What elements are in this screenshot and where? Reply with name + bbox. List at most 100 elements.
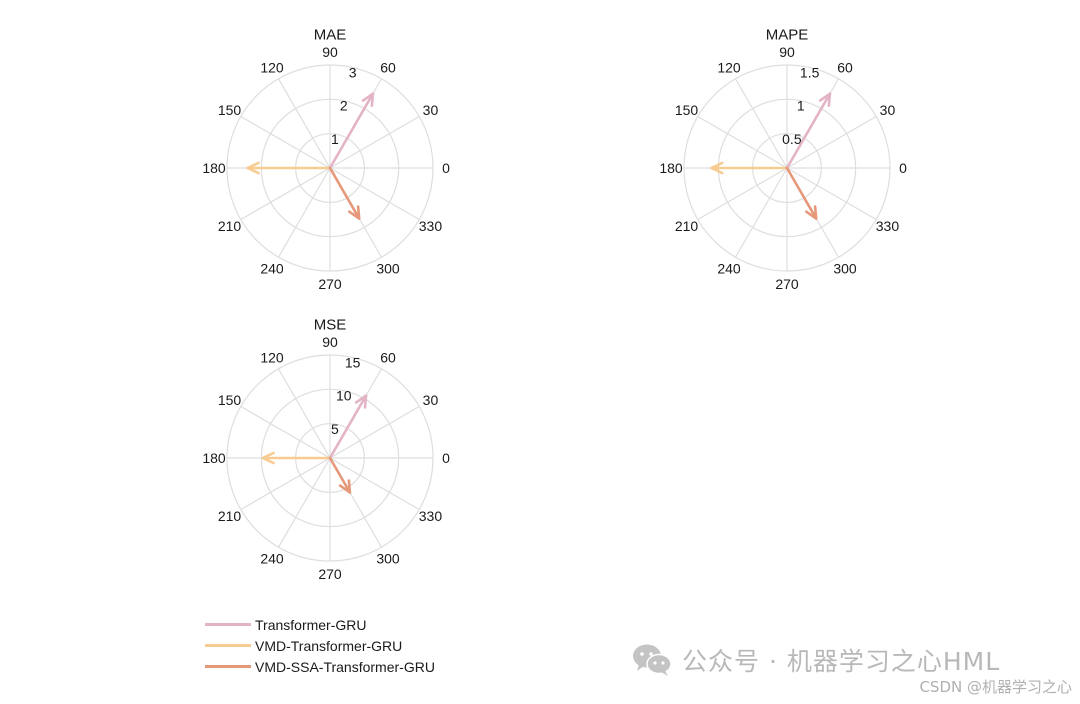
- angle-tick-label: 210: [218, 218, 242, 234]
- angle-tick-label: 0: [442, 160, 450, 176]
- grid-spoke: [697, 167, 788, 221]
- angle-tick-label: 90: [322, 44, 338, 60]
- arrow-vmd-transformer-gru: [246, 161, 332, 175]
- arrow-vmd-transformer-gru: [261, 451, 332, 465]
- legend-label: VMD-Transformer-GRU: [255, 637, 403, 654]
- angle-tick-label: 30: [423, 102, 439, 118]
- arrow-vmd-ssa-transformer-gru: [785, 166, 818, 220]
- angle-tick-label: 180: [202, 160, 226, 176]
- grid-spoke: [329, 405, 420, 459]
- arrow-head: [261, 451, 275, 465]
- grid-spoke: [329, 115, 420, 169]
- angle-tick-label: 30: [423, 392, 439, 408]
- arrow-vmd-ssa-transformer-gru: [328, 456, 352, 494]
- grid-spoke: [240, 457, 331, 511]
- arrow-transformer-gru: [328, 92, 375, 170]
- arrow-shaft: [328, 92, 375, 170]
- polar-chart-mae: 0 30 60 90 120 150 180 210 240 270 300 330 1 2 3 MAE: [202, 27, 450, 293]
- angle-tick-label: 60: [380, 350, 396, 366]
- legend-label: VMD-SSA-Transformer-GRU: [255, 658, 435, 675]
- angle-tick-label: 270: [775, 276, 799, 292]
- legend-swatch: [205, 623, 251, 626]
- angle-tick-label: 90: [779, 44, 795, 60]
- arrow-head: [348, 205, 361, 220]
- radial-tick-label: 5: [331, 421, 339, 437]
- radial-tick-label: 0.5: [782, 131, 802, 147]
- arrow-head: [246, 161, 260, 175]
- angle-tick-label: 300: [833, 260, 857, 276]
- grid-spoke: [734, 78, 788, 169]
- arrow-shaft: [785, 92, 832, 170]
- grid-spoke: [240, 167, 331, 221]
- grid-spoke: [277, 167, 331, 258]
- radial-tick-label: 15: [345, 355, 361, 371]
- legend-item-vmd-transformer-gru: VMD-Transformer-GRU: [205, 635, 435, 656]
- angle-tick-label: 180: [659, 160, 683, 176]
- grid-spoke: [277, 368, 331, 459]
- legend-item-vmd-ssa-transformer-gru: VMD-SSA-Transformer-GRU: [205, 656, 435, 677]
- grid-spoke: [734, 167, 788, 258]
- angle-tick-label: 150: [675, 102, 699, 118]
- grid-spoke: [697, 115, 788, 169]
- angle-tick-label: 240: [260, 550, 284, 566]
- radial-tick-label: 1: [797, 98, 805, 114]
- radial-tick-label: 10: [336, 388, 352, 404]
- radial-tick-label: 3: [349, 65, 357, 81]
- radial-tick-label: 1: [331, 131, 339, 147]
- legend-label: Transformer-GRU: [255, 616, 367, 633]
- angle-tick-label: 240: [717, 260, 741, 276]
- grid-spoke: [329, 167, 420, 221]
- angle-tick-label: 330: [876, 218, 900, 234]
- angle-tick-label: 270: [318, 566, 342, 582]
- polar-chart-mape: 0 30 60 90 120 150 180 210 240 270 300 330 0.5 1 1.5 MA…: [659, 27, 907, 293]
- radial-tick-label: 1.5: [800, 65, 820, 81]
- angle-tick-label: 240: [260, 260, 284, 276]
- angle-tick-label: 120: [717, 60, 741, 76]
- arrow-shaft: [785, 166, 818, 220]
- angle-tick-label: 0: [899, 160, 907, 176]
- angle-tick-label: 210: [218, 508, 242, 524]
- grid-spoke: [786, 167, 877, 221]
- angle-tick-label: 30: [880, 102, 896, 118]
- legend-item-transformer-gru: Transformer-GRU: [205, 614, 435, 635]
- angle-tick-label: 120: [260, 60, 284, 76]
- angle-tick-label: 330: [419, 218, 443, 234]
- arrow-shaft: [328, 394, 368, 460]
- arrow-vmd-transformer-gru: [710, 161, 789, 175]
- arrow-head: [361, 92, 375, 107]
- arrow-shaft: [328, 456, 352, 494]
- watermark-text: 公众号 · 机器学习之心HML: [682, 647, 1001, 676]
- grid-spoke: [240, 115, 331, 169]
- angle-tick-label: 150: [218, 392, 242, 408]
- arrow-shaft: [328, 166, 361, 220]
- grid-spoke: [786, 115, 877, 169]
- angle-tick-label: 330: [419, 508, 443, 524]
- credit-text: CSDN @机器学习之心: [919, 678, 1072, 696]
- arrow-head: [354, 394, 368, 409]
- grid-spoke: [277, 457, 331, 548]
- wechat-icon: [633, 644, 672, 676]
- angle-tick-label: 150: [218, 102, 242, 118]
- chart-title: MAE: [314, 27, 347, 44]
- angle-tick-label: 120: [260, 350, 284, 366]
- chart-title: MSE: [314, 317, 347, 334]
- radial-tick-label: 2: [340, 98, 348, 114]
- arrow-head: [338, 479, 352, 494]
- angle-tick-label: 300: [376, 260, 400, 276]
- grid-spoke: [277, 78, 331, 169]
- arrow-head: [805, 205, 818, 220]
- angle-tick-label: 90: [322, 334, 338, 350]
- angle-tick-label: 300: [376, 550, 400, 566]
- angle-tick-label: 270: [318, 276, 342, 292]
- grid-spoke: [240, 405, 331, 459]
- legend-swatch: [205, 665, 251, 668]
- arrow-vmd-ssa-transformer-gru: [328, 166, 361, 220]
- watermark: 公众号 · 机器学习之心HML: [632, 642, 1000, 678]
- angle-tick-label: 180: [202, 450, 226, 466]
- angle-tick-label: 60: [380, 60, 396, 76]
- angle-tick-label: 60: [837, 60, 853, 76]
- angle-tick-label: 0: [442, 450, 450, 466]
- legend-swatch: [205, 644, 251, 647]
- legend: Transformer-GRU VMD-Transformer-GRU VMD-…: [205, 614, 435, 677]
- arrow-head: [818, 92, 832, 107]
